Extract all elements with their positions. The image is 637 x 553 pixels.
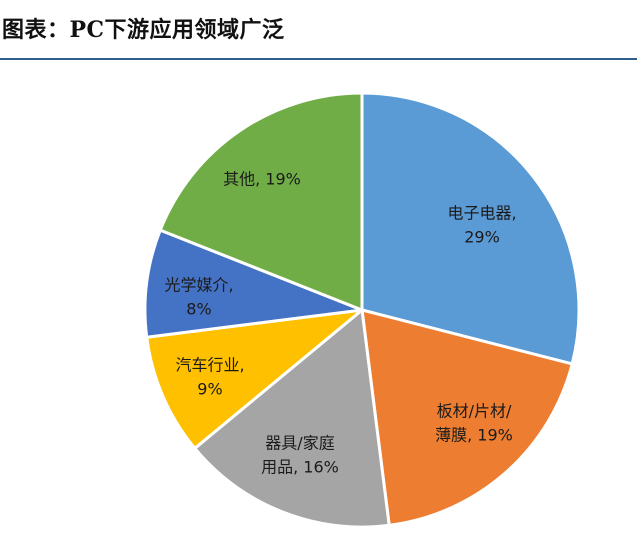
slice-label-4-line-1: 汽车行业,	[175, 356, 244, 375]
slice-label-1-line-1: 电子电器,	[447, 204, 516, 223]
chart-title: 图表：PC下游应用领域广泛	[2, 17, 285, 43]
slice-label-6-line-1: 其他, 19%	[223, 170, 301, 189]
pie-slice-6	[158, 91, 364, 312]
slice-label-3-line-2: 用品, 16%	[261, 458, 339, 477]
slice-label-5-line-2: 8%	[186, 300, 211, 319]
slice-label-5-line-1: 光学媒介,	[164, 276, 233, 295]
slice-label-2-line-1: 板材/片材/	[437, 402, 512, 421]
slice-label-2-line-2: 薄膜, 19%	[435, 426, 513, 445]
slice-label-4-line-2: 9%	[197, 380, 222, 399]
pie-slice-4	[145, 308, 364, 450]
pie-slice-1	[360, 91, 581, 366]
pie-slice-2	[360, 308, 574, 527]
title-divider	[0, 58, 637, 60]
pie-chart: 电子电器, 29% 板材/片材/薄膜, 19% 器具/家庭用品, 16% 汽车行业, 9%…	[0, 66, 637, 553]
slice-label-3-line-1: 器具/家庭	[265, 434, 334, 453]
slice-label-1-line-2: 29%	[464, 228, 500, 247]
pie-slice-5	[143, 228, 364, 339]
pie-slice-3	[193, 308, 391, 529]
